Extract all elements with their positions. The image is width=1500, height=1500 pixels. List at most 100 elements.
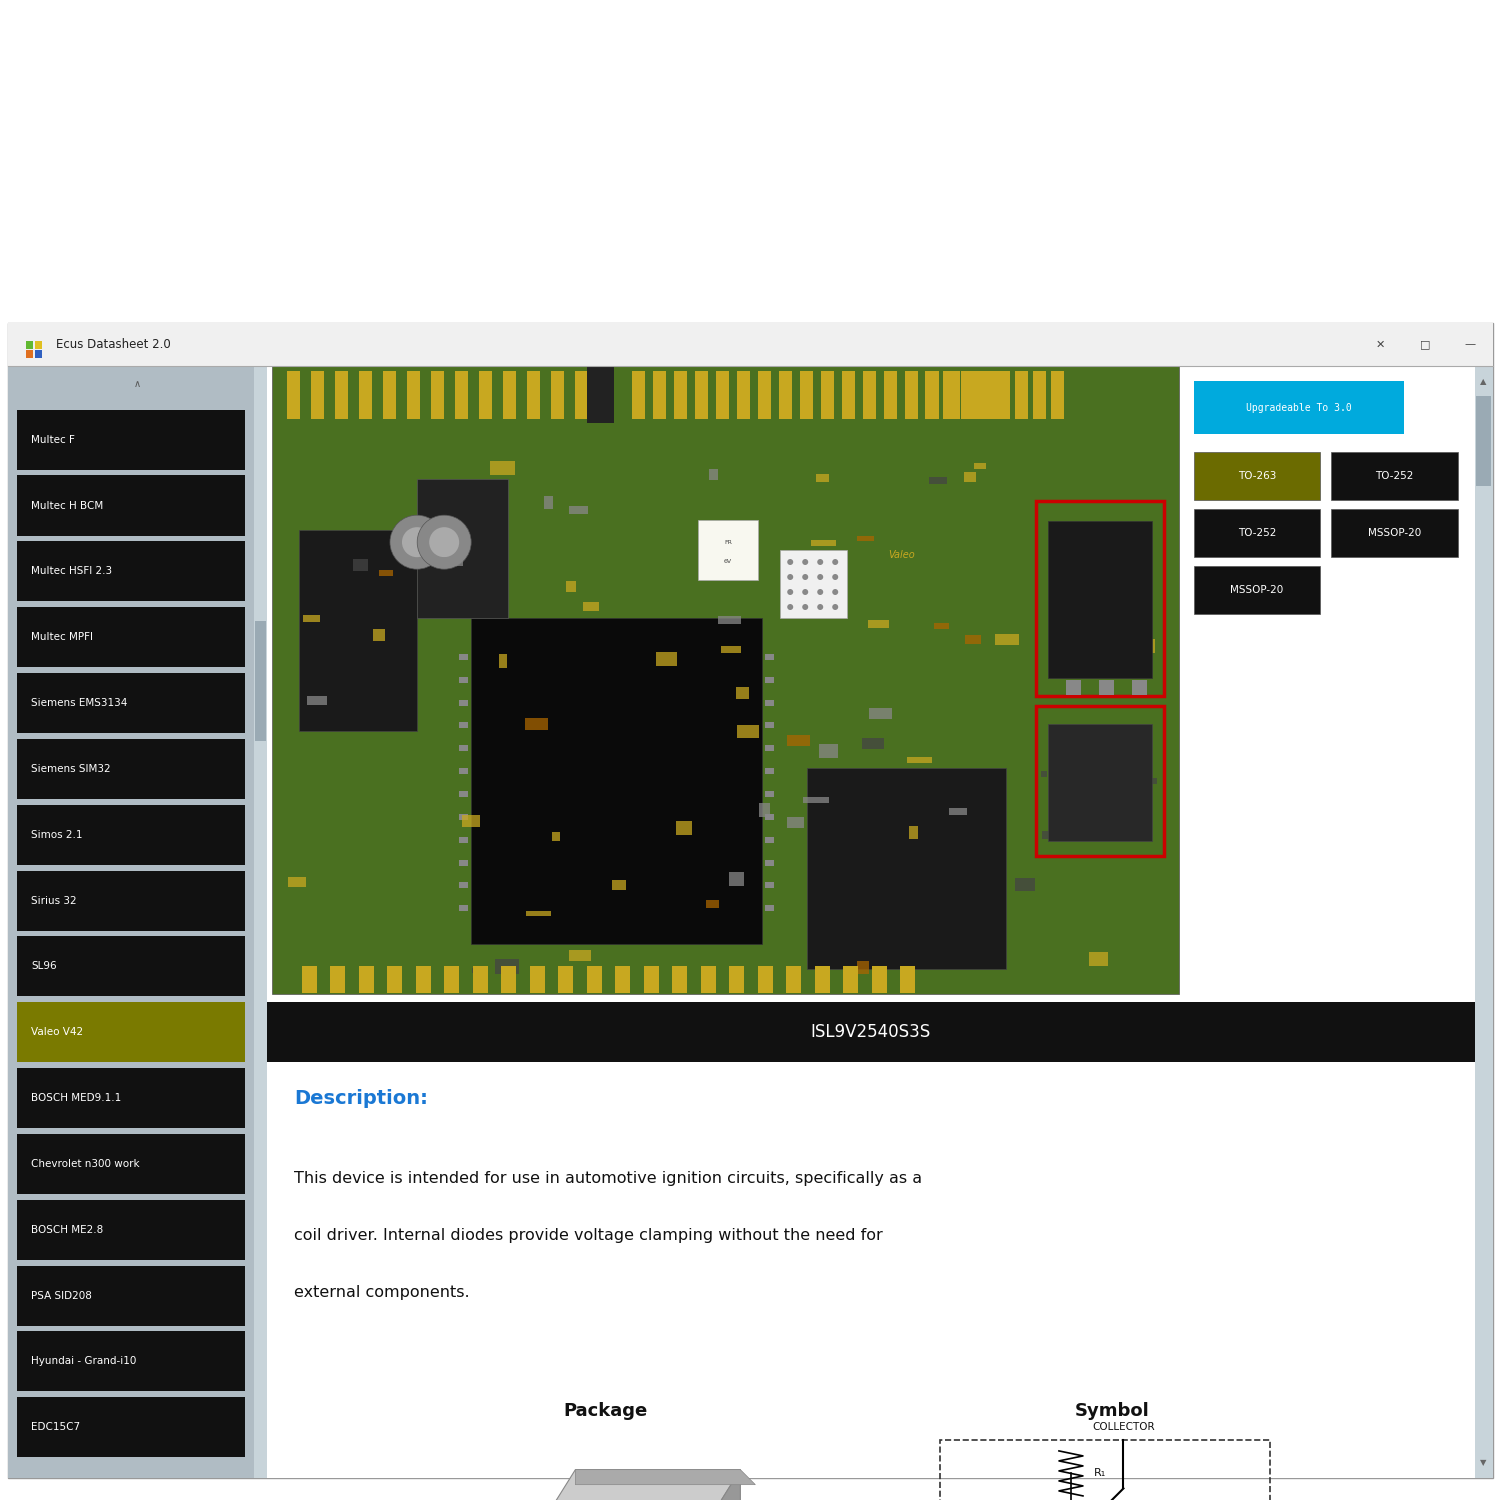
Bar (736, 687, 748, 699)
Bar (950, 807, 968, 814)
Bar (1194, 566, 1320, 614)
Bar (788, 818, 804, 828)
Bar (786, 966, 801, 993)
Bar (672, 966, 687, 993)
Bar (16, 410, 244, 470)
Bar (1332, 509, 1458, 556)
Text: Hyundai - Grand-i10: Hyundai - Grand-i10 (32, 1356, 136, 1366)
Text: Sirius 32: Sirius 32 (32, 896, 76, 906)
Text: Description:: Description: (294, 1089, 429, 1107)
Bar (16, 870, 244, 930)
Bar (570, 951, 591, 960)
Bar (16, 542, 244, 602)
Bar (586, 966, 602, 993)
Bar (459, 906, 468, 912)
Bar (459, 768, 468, 774)
Bar (255, 621, 266, 741)
Bar (16, 1134, 244, 1194)
Bar (765, 859, 774, 865)
Bar (478, 370, 492, 419)
Circle shape (788, 574, 794, 580)
Text: Siemens EMS3134: Siemens EMS3134 (32, 698, 128, 708)
Bar (8, 366, 267, 1478)
Bar (1089, 951, 1108, 966)
Bar (1194, 381, 1404, 433)
Text: Chevrolet n300 work: Chevrolet n300 work (32, 1160, 140, 1168)
Bar (288, 876, 306, 886)
Bar (940, 1440, 1270, 1500)
Bar (16, 804, 244, 864)
Text: —: — (1464, 339, 1476, 350)
Bar (782, 562, 795, 576)
Bar (417, 480, 507, 618)
Bar (459, 676, 468, 682)
Bar (416, 966, 430, 993)
Circle shape (802, 590, 808, 596)
Text: ISL9V2540S3S: ISL9V2540S3S (812, 1023, 932, 1041)
Circle shape (818, 560, 824, 566)
Bar (926, 370, 939, 419)
Bar (501, 966, 516, 993)
Bar (736, 724, 759, 738)
Text: ✕: ✕ (1376, 339, 1384, 350)
Bar (526, 912, 550, 916)
Bar (946, 370, 960, 419)
Text: FR: FR (724, 540, 732, 544)
Bar (644, 966, 658, 993)
Bar (800, 370, 813, 419)
Bar (862, 738, 885, 750)
Bar (489, 462, 516, 474)
Bar (472, 966, 488, 993)
Circle shape (802, 604, 808, 610)
Bar (802, 798, 830, 802)
Text: Multec HSFI 2.3: Multec HSFI 2.3 (32, 567, 112, 576)
Bar (908, 758, 932, 764)
Bar (980, 370, 993, 419)
Bar (298, 530, 417, 730)
Bar (16, 1332, 244, 1392)
Circle shape (818, 590, 824, 596)
Bar (254, 366, 267, 1478)
Bar (387, 966, 402, 993)
Text: □: □ (1419, 339, 1431, 350)
Bar (16, 1266, 244, 1326)
Bar (856, 536, 874, 542)
Bar (1132, 680, 1148, 694)
Bar (729, 966, 744, 993)
Bar (716, 370, 729, 419)
Bar (909, 827, 918, 840)
Circle shape (417, 514, 471, 568)
Bar (550, 370, 564, 419)
Bar (352, 560, 368, 572)
Bar (1137, 778, 1156, 784)
Bar (994, 634, 1018, 645)
Bar (868, 708, 891, 718)
Bar (16, 936, 244, 996)
Bar (1034, 370, 1047, 419)
Bar (26, 340, 33, 348)
Text: ▼: ▼ (1480, 1458, 1486, 1467)
Bar (632, 370, 645, 419)
Bar (765, 906, 774, 912)
Bar (612, 879, 626, 891)
Text: Multec H BCM: Multec H BCM (32, 501, 104, 510)
Circle shape (429, 526, 459, 556)
Text: Symbol: Symbol (1076, 1402, 1149, 1420)
Bar (530, 966, 544, 993)
Bar (1042, 831, 1053, 839)
Bar (964, 472, 975, 482)
Text: This device is intended for use in automotive ignition circuits, specifically as: This device is intended for use in autom… (294, 1172, 922, 1186)
Text: MSSOP-20: MSSOP-20 (1230, 585, 1284, 596)
Bar (558, 966, 573, 993)
Bar (34, 340, 42, 348)
Bar (1066, 680, 1082, 694)
Bar (358, 370, 372, 419)
Circle shape (833, 604, 839, 610)
Circle shape (833, 560, 839, 566)
Bar (926, 370, 939, 419)
Bar (500, 654, 507, 668)
Text: Multec F: Multec F (32, 435, 75, 444)
Bar (525, 718, 548, 730)
Bar (1048, 724, 1152, 842)
Text: Valeo: Valeo (888, 549, 915, 560)
